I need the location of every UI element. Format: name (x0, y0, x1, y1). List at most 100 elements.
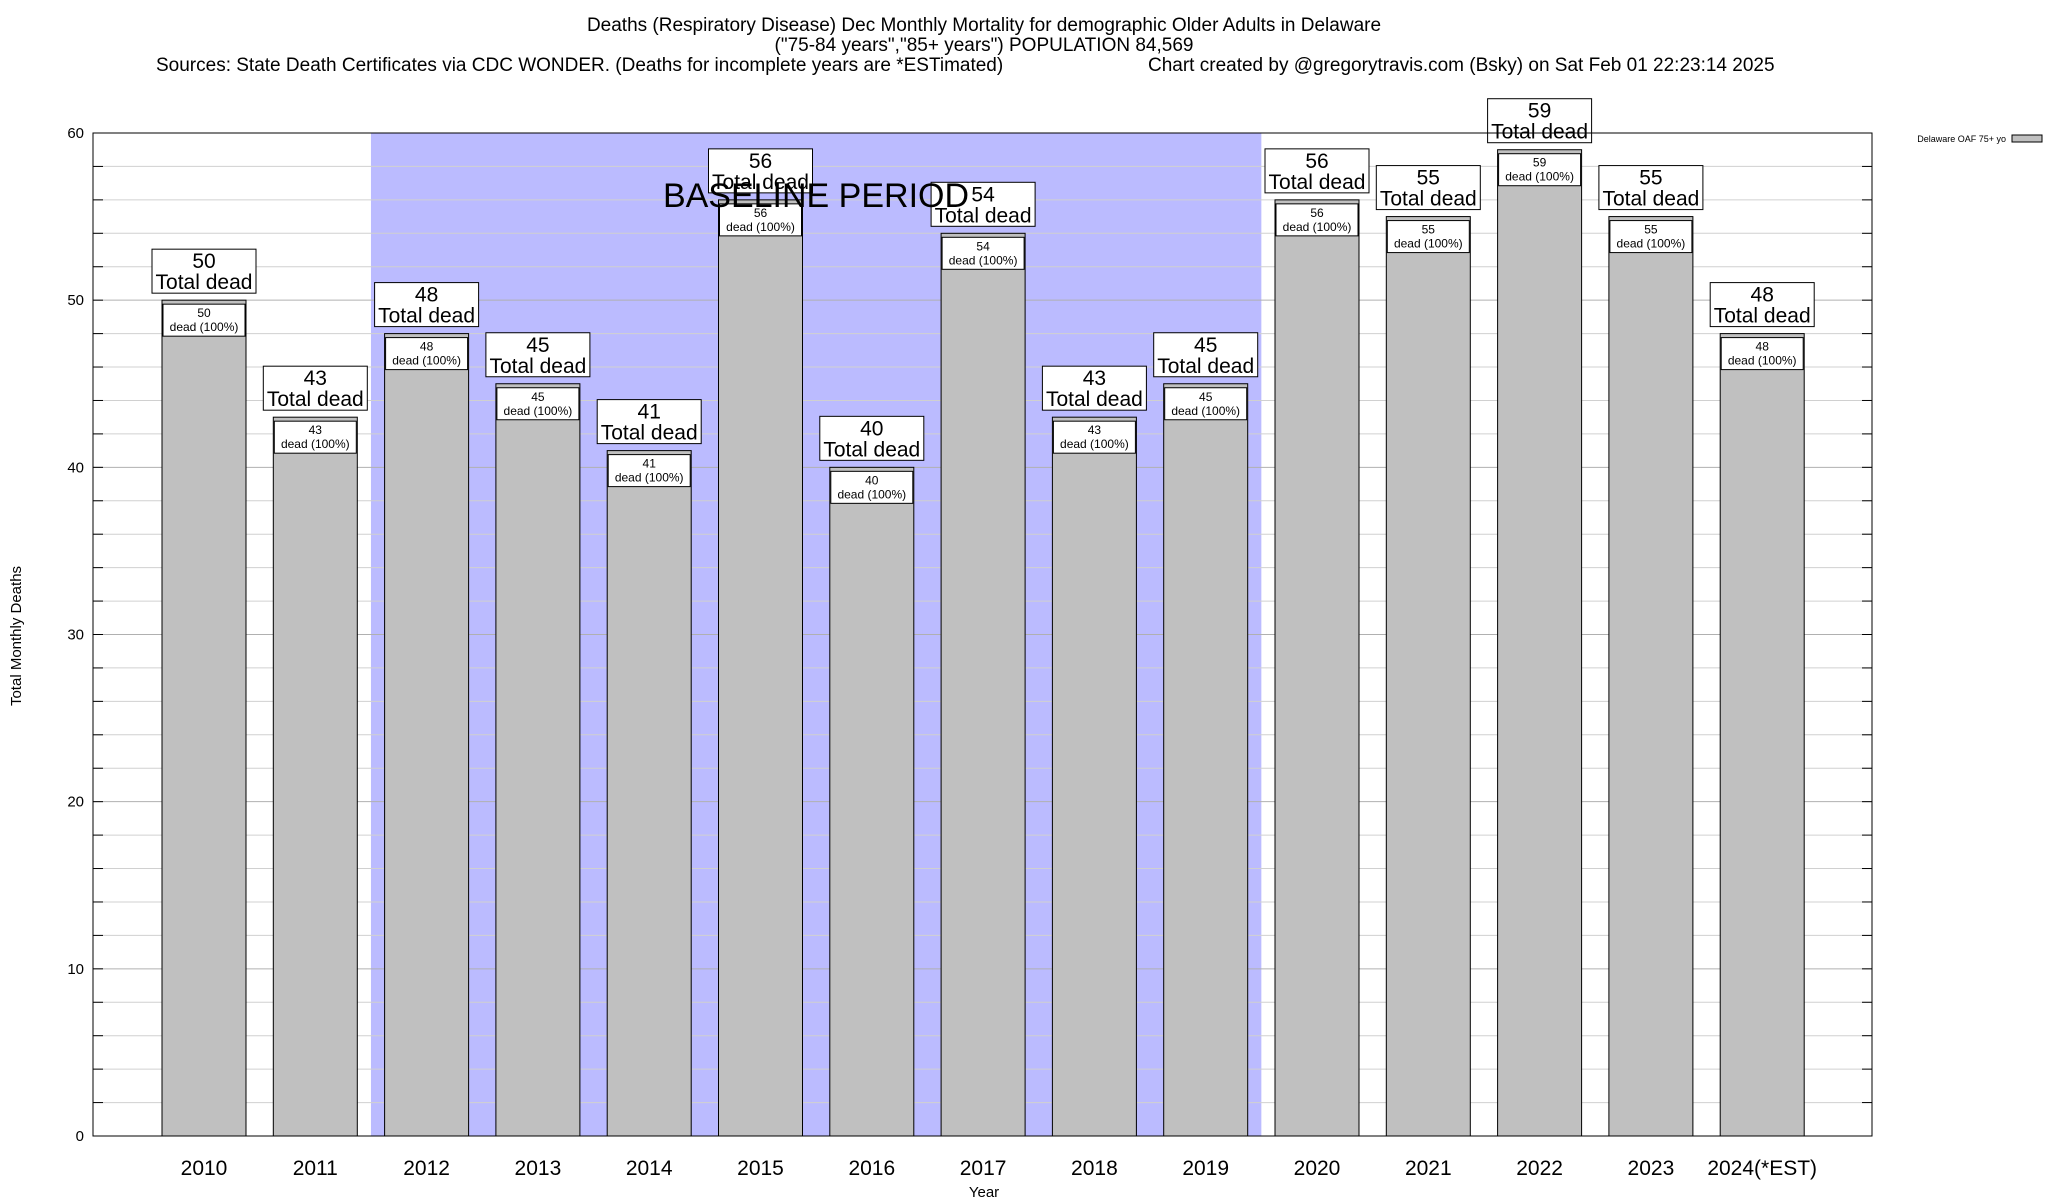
x-tick-label: 2017 (960, 1157, 1007, 1180)
chart-credit: Chart created by @gregorytravis.com (Bsk… (1148, 55, 1775, 76)
x-tick-label: 2011 (293, 1157, 338, 1180)
total-label-text: Total dead (1491, 121, 1588, 144)
total-label-text: Total dead (712, 171, 809, 194)
inner-label-box (1720, 337, 1804, 371)
inner-label-text: dead (100%) (1728, 354, 1797, 368)
x-tick-label: 2020 (1294, 1157, 1341, 1180)
inner-label-value: 45 (1199, 390, 1213, 404)
inner-label-text: dead (100%) (726, 220, 795, 234)
total-label-value: 50 (192, 250, 215, 273)
x-tick-label: 2012 (403, 1157, 450, 1180)
total-label-value: 54 (971, 183, 995, 206)
bar-2014 (606, 450, 692, 1137)
inner-label-box (1386, 220, 1470, 254)
inner-label-value: 48 (420, 340, 434, 354)
inner-label-text: dead (100%) (170, 320, 239, 334)
bar-2010 (161, 299, 247, 1137)
total-label-box (485, 332, 591, 378)
y-axis-label: Total Monthly Deaths (8, 566, 25, 706)
y-tick-label: 30 (67, 627, 84, 644)
total-label-value: 56 (749, 150, 772, 173)
inner-label-box (1164, 387, 1248, 421)
inner-label-value: 56 (754, 206, 768, 220)
total-label-value: 45 (1194, 334, 1217, 357)
chart-title-line-1: Deaths (Respiratory Disease) Dec Monthly… (587, 15, 1381, 36)
total-label-box (1264, 148, 1370, 194)
total-label-value: 41 (638, 401, 661, 424)
total-label-value: 43 (304, 367, 327, 390)
total-label-text: Total dead (1714, 305, 1811, 328)
total-label-value: 59 (1528, 100, 1551, 123)
bar-2023 (1608, 216, 1694, 1137)
inner-label-box (162, 303, 246, 337)
total-label-text: Total dead (601, 422, 698, 445)
y-tick-label: 60 (67, 125, 84, 142)
inner-label-value: 55 (1422, 223, 1436, 237)
inner-label-box (1609, 220, 1693, 254)
x-tick-label: 2022 (1516, 1157, 1563, 1180)
total-label-value: 56 (1305, 150, 1328, 173)
bar-2016 (829, 466, 915, 1137)
inner-label-box (273, 420, 357, 454)
x-tick-label: 2013 (515, 1157, 562, 1180)
inner-label-box (830, 470, 914, 504)
total-label-value: 55 (1417, 167, 1440, 190)
bar-2017 (940, 232, 1026, 1137)
total-label-text: Total dead (1602, 188, 1699, 211)
total-label-box (596, 399, 702, 445)
total-label-text: Total dead (1157, 355, 1254, 378)
x-tick-label: 2024(*EST) (1707, 1157, 1817, 1180)
y-tick-label: 10 (67, 961, 84, 978)
bar-2012 (384, 333, 470, 1137)
total-label-box (1709, 282, 1815, 328)
x-tick-label: 2019 (1182, 1157, 1229, 1180)
chart-title-line-2: ("75-84 years","85+ years") POPULATION 8… (775, 35, 1194, 56)
inner-label-text: dead (100%) (392, 354, 461, 368)
inner-label-box (385, 337, 469, 371)
total-label-text: Total dead (156, 271, 253, 294)
total-label-value: 45 (526, 334, 549, 357)
total-label-box (151, 248, 257, 294)
chart-sources: Sources: State Death Certificates via CD… (156, 55, 1003, 76)
total-label-box (1153, 332, 1259, 378)
total-label-box (1375, 165, 1481, 211)
total-label-box (708, 148, 813, 194)
inner-label-value: 43 (309, 423, 323, 437)
bar-2024(*EST) (1719, 333, 1805, 1137)
inner-label-value: 54 (976, 239, 990, 253)
y-tick-label: 0 (76, 1128, 84, 1145)
bar-2021 (1385, 216, 1471, 1137)
total-label-text: Total dead (935, 204, 1032, 227)
inner-label-text: dead (100%) (1617, 237, 1686, 251)
inner-label-text: dead (100%) (615, 471, 684, 485)
inner-label-value: 41 (643, 457, 657, 471)
total-label-box (1041, 365, 1147, 411)
inner-label-value: 55 (1644, 223, 1658, 237)
inner-label-text: dead (100%) (1394, 237, 1463, 251)
x-tick-label: 2010 (181, 1157, 228, 1180)
inner-label-text: dead (100%) (504, 404, 573, 418)
y-tick-label: 40 (67, 459, 84, 476)
chart-header: Deaths (Respiratory Disease) Dec Monthly… (156, 15, 1775, 76)
bar-2015 (718, 199, 803, 1137)
total-label-text: Total dead (378, 305, 475, 328)
x-tick-label: 2018 (1071, 1157, 1118, 1180)
inner-label-text: dead (100%) (949, 253, 1018, 267)
inner-label-value: 48 (1756, 340, 1770, 354)
inner-label-value: 45 (531, 390, 545, 404)
plot-border (92, 132, 1873, 1137)
bar-2019 (1163, 383, 1249, 1137)
total-label-value: 55 (1639, 167, 1662, 190)
total-label-value: 48 (415, 284, 438, 307)
bars (161, 149, 1805, 1137)
bar-2022 (1497, 149, 1583, 1137)
inner-label-value: 50 (197, 306, 211, 320)
inner-label-box (1052, 420, 1136, 454)
total-label-box (1598, 165, 1704, 211)
inner-label-text: dead (100%) (1283, 220, 1352, 234)
axes: 0 10 20 30 40 50 60 2010 2011 2012 2013 2014 2015 201… (67, 125, 1873, 1180)
x-tick-label: 2023 (1628, 1157, 1675, 1180)
total-label-value: 48 (1751, 284, 1774, 307)
